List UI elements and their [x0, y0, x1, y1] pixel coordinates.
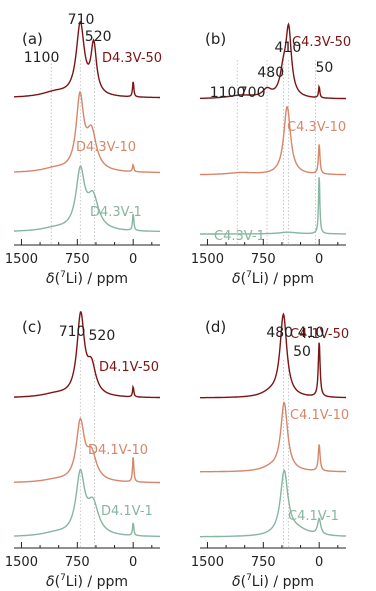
spectrum-d41v-1 [14, 468, 160, 538]
peak-annotation: 1100 [210, 85, 246, 101]
peak-annotation: 410 [275, 40, 302, 56]
x-tick-label: 1500 [5, 555, 38, 570]
x-tick-label: 0 [315, 555, 323, 570]
peak-annotation: 480 [266, 325, 293, 341]
x-tick-label: 1500 [5, 252, 38, 267]
x-tick-label: 0 [129, 252, 137, 267]
series-label: C4.3V-10 [287, 120, 346, 135]
x-tick-label: 1500 [191, 252, 224, 267]
spectrum-c41v-50 [200, 312, 346, 399]
x-tick-label: 0 [315, 252, 323, 267]
spectrum-d43v-10 [13, 90, 160, 174]
x-tick-label: 750 [65, 252, 90, 267]
series-label: D4.1V-1 [101, 504, 153, 519]
spectrum-d43v-50 [14, 20, 160, 99]
peak-annotation: 520 [89, 328, 116, 344]
spectrum-d43v-1 [14, 165, 161, 233]
peak-annotation: 480 [257, 65, 284, 81]
panel-label: (a) [22, 30, 43, 48]
spectrum-c43v-1 [200, 177, 346, 235]
x-tick-label: 750 [65, 555, 90, 570]
series-label: C4.3V-50 [292, 35, 351, 50]
peak-annotation: 520 [85, 29, 112, 45]
series-label: D4.1V-50 [99, 360, 159, 375]
spectrum-c43v-50 [199, 22, 346, 100]
spectrum-d41v-10 [14, 417, 160, 484]
x-tick-label: 750 [251, 252, 276, 267]
x-axis-label: δ(7Li) / ppm [46, 270, 128, 287]
panel-label: (d) [205, 318, 226, 336]
peak-annotation: 410 [298, 325, 325, 341]
peak-annotation: 710 [68, 12, 95, 28]
x-axis-label: δ(7Li) / ppm [46, 573, 128, 590]
series-label: C4.3V-1 [214, 229, 265, 244]
series-label: C4.1V-1 [288, 509, 339, 524]
series-label: D4.3V-50 [102, 51, 162, 66]
spectrum-c41v-10 [200, 401, 346, 473]
x-tick-label: 750 [251, 555, 276, 570]
spectrum-c41v-1 [200, 469, 347, 538]
series-label: D4.1V-10 [88, 443, 148, 458]
panel-label: (c) [22, 318, 42, 336]
series-label: C4.1V-50 [290, 327, 349, 342]
series-label: D4.3V-1 [90, 205, 142, 220]
spectrum-d41v-50 [14, 311, 160, 399]
peak-annotation: 700 [239, 85, 266, 101]
peak-annotation: 710 [59, 324, 86, 340]
spectrum-c43v-10 [200, 105, 346, 176]
peak-annotation: 1100 [24, 50, 60, 66]
x-tick-label: 0 [129, 555, 137, 570]
peak-annotation: 50 [315, 60, 333, 76]
x-axis-label: δ(7Li) / ppm [232, 573, 314, 590]
x-tick-label: 1500 [191, 555, 224, 570]
series-label: C4.1V-10 [290, 408, 349, 423]
panel-label: (b) [205, 30, 226, 48]
peak-annotation: 50 [293, 344, 311, 360]
x-axis-label: δ(7Li) / ppm [232, 270, 314, 287]
series-label: D4.3V-10 [76, 140, 136, 155]
